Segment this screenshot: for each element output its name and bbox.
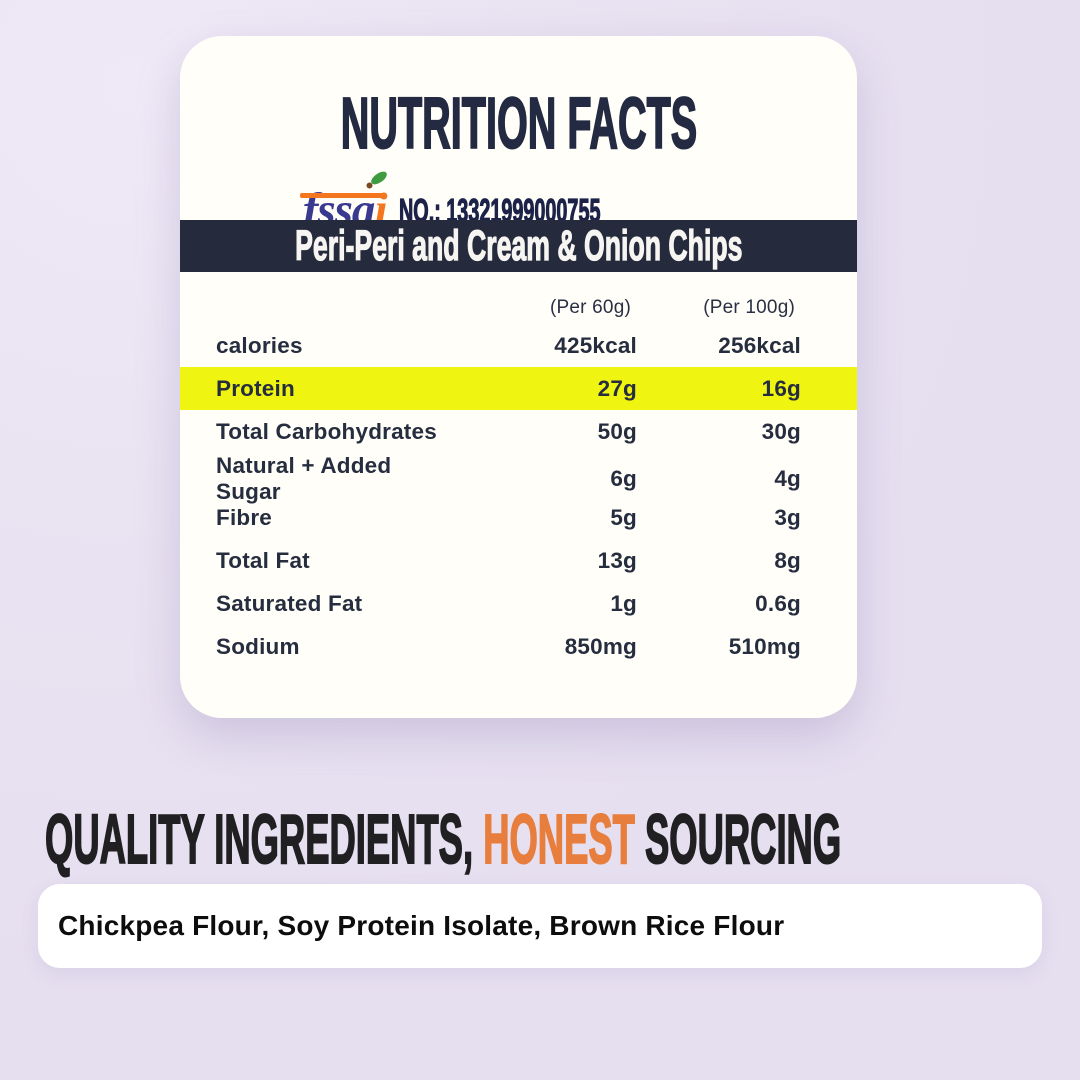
nutrient-label: Fibre — [216, 504, 273, 530]
nutrition-card: NUTRITION FACTS fssai NO.: 1332199900075… — [180, 36, 857, 718]
quality-headline-text: QUALITY INGREDIENTS, HONEST SOURCING — [44, 803, 841, 875]
nutrient-label: Sodium — [216, 633, 300, 659]
value-per-100g: 30g — [761, 418, 801, 444]
value-per-60g: 13g — [597, 547, 637, 573]
nutrient-label: Protein — [216, 375, 295, 401]
value-per-60g: 27g — [597, 375, 637, 401]
ingredients-bar: Chickpea Flour, Soy Protein Isolate, Bro… — [38, 884, 1042, 968]
table-row: Sodium 850mg 510mg — [180, 625, 857, 668]
value-per-100g: 16g — [761, 375, 801, 401]
col-header-per-60g: (Per 60g) — [549, 297, 631, 318]
table-row: Total Carbohydrates 50g 30g — [180, 410, 857, 453]
headline-highlight: HONEST — [483, 800, 636, 878]
value-per-100g: 3g — [774, 504, 801, 530]
value-per-60g: 5g — [610, 504, 637, 530]
nutrient-label: calories — [216, 332, 303, 358]
table-row: calories 425kcal 256kcal — [180, 324, 857, 367]
flavor-banner: Peri-Peri and Cream & Onion Chips — [180, 220, 857, 272]
fssai-leaf-icon — [366, 171, 387, 189]
ingredients-text: Chickpea Flour, Soy Protein Isolate, Bro… — [58, 910, 785, 941]
value-per-100g: 8g — [774, 547, 801, 573]
value-per-100g: 4g — [774, 466, 801, 491]
nutrition-table-body: calories 425kcal 256kcal Protein 27g 16g… — [180, 324, 857, 668]
quality-headline: QUALITY INGREDIENTS, HONEST SOURCING — [44, 803, 1080, 875]
value-per-60g: 6g — [610, 466, 637, 491]
value-per-60g: 50g — [597, 418, 637, 444]
table-row: Natural + Added Sugar 6g 4g — [180, 453, 857, 504]
nutrition-table: (Per 60g) (Per 100g) calories 425kcal 25… — [180, 292, 857, 668]
nutrient-label: Saturated Fat — [216, 590, 363, 616]
value-per-60g: 1g — [610, 590, 637, 616]
table-row: Total Fat 13g 8g — [180, 539, 857, 582]
nutrition-facts-title: NUTRITION FACTS — [340, 84, 697, 164]
value-per-100g: 256kcal — [718, 332, 801, 358]
nutrient-label: Natural + Added Sugar — [216, 453, 392, 504]
value-per-60g: 850mg — [564, 633, 637, 659]
col-header-per-100g: (Per 100g) — [703, 297, 795, 318]
value-per-100g: 510mg — [728, 633, 801, 659]
table-row: Saturated Fat 1g 0.6g — [180, 582, 857, 625]
table-row: Fibre 5g 3g — [180, 496, 857, 539]
value-per-60g: 425kcal — [554, 332, 637, 358]
flavor-banner-text: Peri-Peri and Cream & Onion Chips — [294, 221, 743, 270]
value-per-100g: 0.6g — [755, 590, 801, 616]
table-header-row: (Per 60g) (Per 100g) — [180, 292, 857, 324]
fssai-logo-bar — [299, 193, 385, 198]
headline-part-2: SOURCING — [634, 800, 842, 878]
nutrient-label: Total Carbohydrates — [216, 418, 437, 444]
nutrient-label: Total Fat — [216, 547, 310, 573]
headline-part-1: QUALITY INGREDIENTS, — [44, 800, 484, 878]
title-wrap: NUTRITION FACTS — [180, 84, 857, 164]
table-row: Protein 27g 16g — [180, 367, 857, 410]
